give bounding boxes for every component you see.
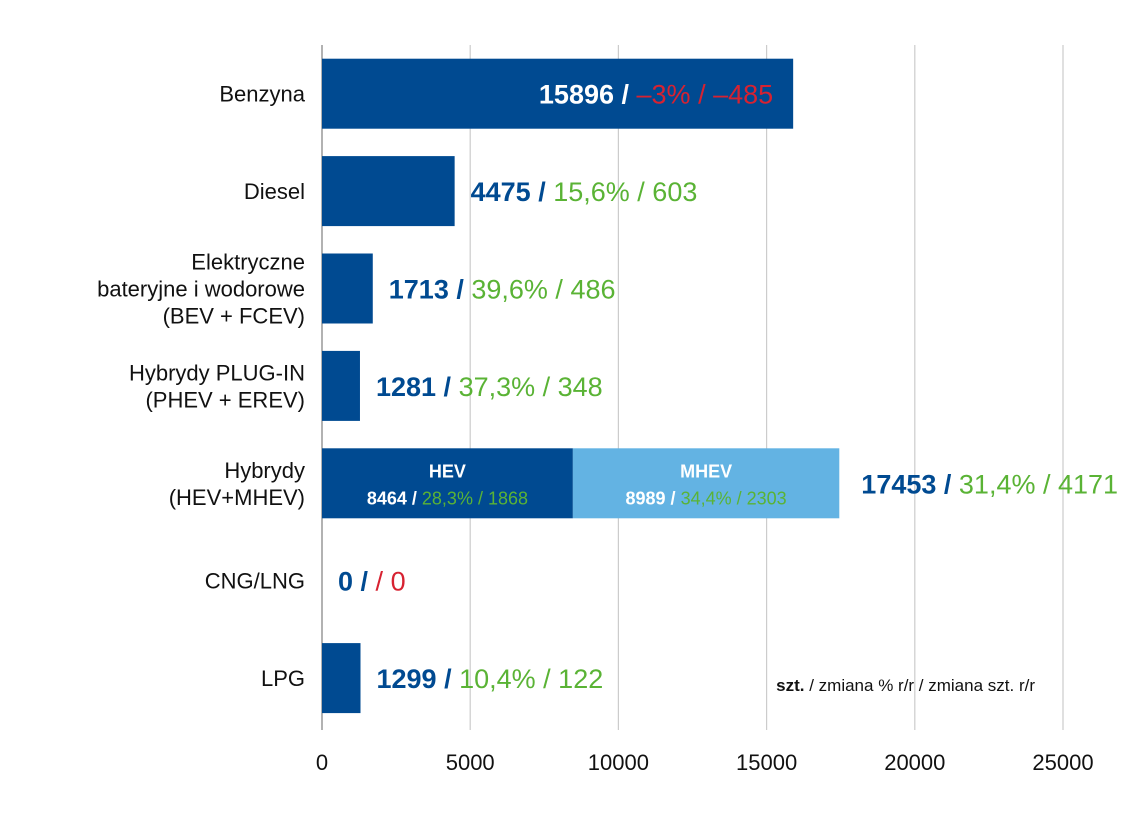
unit-change: 603: [652, 177, 697, 207]
bar-value-label: 1713 / 39,6% / 486: [389, 275, 616, 305]
bar-value: 1281: [376, 372, 436, 402]
category-label: Benzyna: [219, 82, 305, 107]
bar-value-label: 1299 / 10,4% / 122: [377, 664, 604, 694]
category-label-line: CNG/LNG: [205, 569, 305, 594]
segment-separator: /: [407, 488, 422, 508]
category-label-line: bateryjne i wodorowe: [97, 277, 305, 302]
segment-name: HEV: [429, 461, 466, 481]
category-label: Elektryczne bateryjne i wodorowe (BEV + FC…: [97, 250, 305, 329]
x-tick-label: 5000: [446, 750, 495, 775]
bar-value-label: 0 / / 0: [338, 567, 406, 597]
pct-separator: /: [536, 664, 559, 694]
category-label-line: (HEV+MHEV): [169, 485, 305, 510]
segment-value: 8464: [367, 488, 407, 508]
unit-change: 0: [391, 567, 406, 597]
segment-pct-change: 28,3%: [422, 488, 473, 508]
category-label: Hybrydy PLUG-IN (PHEV + EREV): [129, 360, 305, 412]
pct-separator: /: [548, 275, 571, 305]
x-tick-label: 0: [316, 750, 328, 775]
bar: [322, 350, 360, 421]
bar-value-separator: /: [449, 275, 472, 305]
bar-segment-hev: [322, 448, 573, 519]
pct-change: 15,6%: [553, 177, 630, 207]
x-tick-label: 10000: [588, 750, 649, 775]
bar-value-separator: /: [437, 664, 460, 694]
category-label-line: Hybrydy PLUG-IN: [129, 360, 305, 385]
bar-value: 0: [338, 567, 353, 597]
bar: [322, 253, 373, 324]
bar: [322, 156, 455, 227]
bar-segment-mhev: [572, 448, 840, 519]
bar-value: 4475: [471, 177, 531, 207]
bar-value-separator: /: [436, 372, 459, 402]
bar-value-separator: /: [353, 567, 376, 597]
segment-value: 8989: [626, 488, 666, 508]
pct-change: 10,4%: [459, 664, 536, 694]
bar-value-separator: /: [614, 80, 637, 110]
category-label-line: LPG: [261, 666, 305, 691]
pct-separator: /: [691, 80, 714, 110]
segment-separator: /: [473, 488, 488, 508]
bar: [322, 58, 794, 129]
segment-value-label: 8464 / 28,3% / 1868: [367, 488, 528, 508]
unit-change: 4171: [1058, 469, 1118, 499]
bar-value: 17453: [861, 469, 936, 499]
legend-description: / zmiana % r/r / zmiana szt. r/r: [805, 676, 1036, 695]
category-label-line: Elektryczne: [191, 250, 305, 275]
unit-change: 348: [558, 372, 603, 402]
x-tick-label: 20000: [884, 750, 945, 775]
category-label: Diesel: [244, 179, 305, 204]
pct-change: 31,4%: [959, 469, 1036, 499]
category-label-line: Hybrydy: [224, 458, 305, 483]
x-tick-label: 15000: [736, 750, 797, 775]
pct-separator: /: [630, 177, 653, 207]
bar-value-label: 1281 / 37,3% / 348: [376, 372, 603, 402]
segment-delta: 1868: [488, 488, 528, 508]
bar: [322, 643, 361, 714]
pct-separator: /: [1035, 469, 1058, 499]
category-label-line: (BEV + FCEV): [163, 304, 305, 329]
pct-separator: /: [376, 567, 391, 597]
pct-change: 39,6%: [471, 275, 548, 305]
pct-change: –3%: [637, 80, 691, 110]
bar-value: 1299: [377, 664, 437, 694]
category-label-line: Benzyna: [219, 82, 305, 107]
unit-change: 486: [570, 275, 615, 305]
segment-pct-change: 34,4%: [681, 488, 732, 508]
category-label-line: (PHEV + EREV): [145, 387, 305, 412]
bar-value-label: 17453 / 31,4% / 4171: [861, 469, 1118, 499]
segment-delta: 2303: [747, 488, 787, 508]
bar-value-label: 15896 / –3% / –485: [539, 80, 773, 110]
pct-separator: /: [535, 372, 558, 402]
legend-note: szt. / zmiana % r/r / zmiana szt. r/r: [776, 676, 1035, 695]
bar-value-label: 4475 / 15,6% / 603: [471, 177, 698, 207]
category-label: Hybrydy (HEV+MHEV): [169, 458, 305, 510]
category-label-line: Diesel: [244, 179, 305, 204]
unit-change: –485: [713, 80, 773, 110]
segment-separator: /: [732, 488, 747, 508]
category-label: LPG: [261, 666, 305, 691]
segment-name: MHEV: [680, 461, 732, 481]
bar-value-separator: /: [531, 177, 554, 207]
category-label: CNG/LNG: [205, 569, 305, 594]
segment-value-label: 8989 / 34,4% / 2303: [626, 488, 787, 508]
legend-units: szt.: [776, 676, 804, 695]
bar-value: 15896: [539, 80, 614, 110]
bar-value: 1713: [389, 275, 449, 305]
unit-change: 122: [558, 664, 603, 694]
pct-change: 37,3%: [459, 372, 536, 402]
segment-separator: /: [666, 488, 681, 508]
bar-value-separator: /: [936, 469, 959, 499]
x-tick-label: 25000: [1032, 750, 1093, 775]
